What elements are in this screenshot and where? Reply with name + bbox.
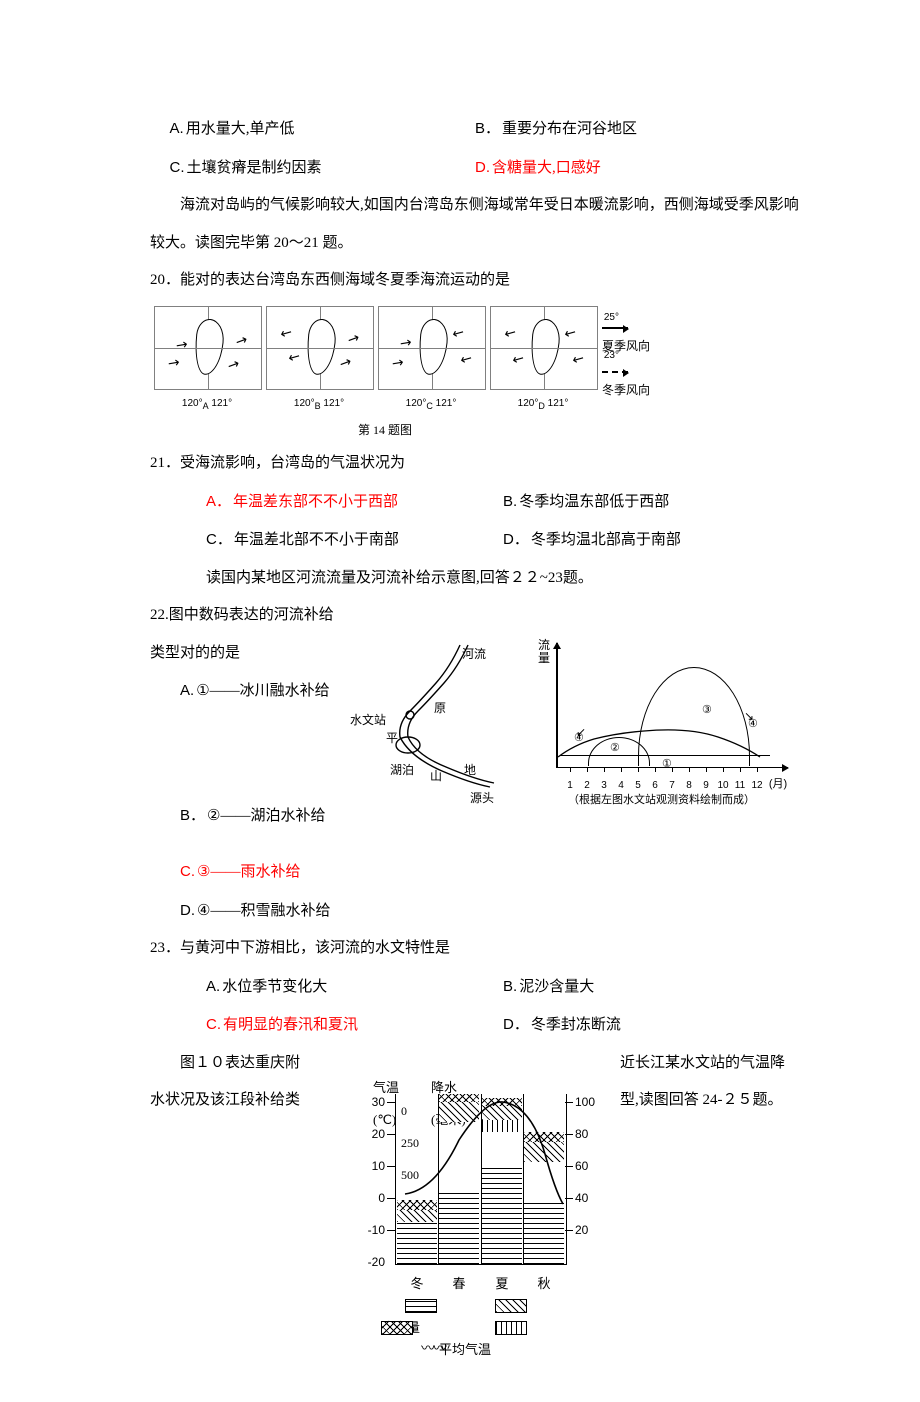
q22-D: D.④——积雪融水补给 [150, 892, 800, 931]
flow-chart: 流量 1 2 3 4 5 6 7 8 9 10 11 12 (月) ① ② ③ … [538, 637, 798, 797]
q23-C: C.有明显的春汛和夏汛 [150, 1006, 503, 1045]
q23-stem: 23．与黄河中下游相比，该河流的水文特性是 [150, 930, 800, 968]
q23-D: D．冬季封冻断流 [503, 1006, 800, 1045]
q19-D: D.含糖量大,口感好 [475, 149, 800, 188]
q19-row2: C.土壤贫瘠是制约因素 D.含糖量大,口感好 [150, 149, 800, 188]
q20-stem: 20．能对的表达台湾岛东西侧海域冬夏季海流运动的是 [150, 262, 800, 300]
q19-B-text: 重要分布在河谷地区 [502, 121, 637, 137]
q21-C: C．年温差北部不不小于南部 [150, 521, 503, 560]
q23-A: A.水位季节变化大 [150, 968, 503, 1007]
climate-chart: 气温(℃) 降水(毫米) 30 20 10 0 -10 -20 0 250 50… [325, 1072, 625, 1362]
intro20: 海流对岛屿的气候影响较大,如国内台湾岛东侧海域常年受日本暖流影响，西侧海域受季风… [150, 187, 800, 262]
river-sketch: 河流 水文站 原 平 湖泊 山 地 源头 [350, 637, 520, 797]
q23-B: B.泥沙含量大 [503, 968, 800, 1007]
q19-A-text: 用水量大,单产低 [186, 121, 295, 137]
q19-A: A.用水量大,单产低 [150, 110, 475, 149]
q19-C: C.土壤贫瘠是制约因素 [150, 149, 475, 188]
q21-D: D．冬季均温北部高于南部 [503, 521, 800, 560]
page: A.用水量大,单产低 B．重要分布在河谷地区 C.土壤贫瘠是制约因素 D.含糖量… [0, 0, 920, 1402]
tw-panel-C: 25° 23° ↗ ↗ ↗ ↗ 120°C 121° [378, 306, 484, 418]
q22-stem-l1: 22.图中数码表达的河流补给 [150, 597, 800, 635]
q19-row1: A.用水量大,单产低 B．重要分布在河谷地区 [150, 110, 800, 149]
q21-A: A．年温差东部不不小于西部 [150, 483, 503, 522]
tw-panel-D: 25° 23° ↗ ↗ ↗ ↗ 120°D 121° [490, 306, 596, 418]
q21-B: B.冬季均温东部低于西部 [503, 483, 800, 522]
q22-C: C.③——雨水补给 [150, 853, 800, 892]
tw-caption: 第 14 题图 [0, 415, 800, 445]
q23-row2: C.有明显的春汛和夏汛 D．冬季封冻断流 [150, 1006, 800, 1045]
q21-row1: A．年温差东部不不小于西部 B.冬季均温东部低于西部 [150, 483, 800, 522]
q21-stem: 21．受海流影响，台湾岛的气温状况为 [150, 445, 800, 483]
q23-row1: A.水位季节变化大 B.泥沙含量大 [150, 968, 800, 1007]
flow-note: （根据左图水文站观测资料绘制而成） [568, 787, 755, 815]
q22-figure: 河流 水文站 原 平 湖泊 山 地 源头 流量 1 2 3 4 5 6 7 8 … [350, 637, 800, 797]
taiwan-figure: 25° 23° ↗ ↗ ↗ ↗ 120°A 121° 25° 23° ↗ ↗ ↗… [154, 306, 800, 418]
q19-B: B．重要分布在河谷地区 [475, 110, 800, 149]
tw-panel-A: 25° 23° ↗ ↗ ↗ ↗ 120°A 121° [154, 306, 260, 418]
q19-D-text: 含糖量大,口感好 [492, 160, 601, 176]
q21-row2: C．年温差北部不不小于南部 D．冬季均温北部高于南部 [150, 521, 800, 560]
intro22: 读国内某地区河流流量及河流补给示意图,回答２２~23题。 [150, 560, 800, 598]
q19-C-text: 土壤贫瘠是制约因素 [187, 160, 322, 176]
tw-panel-B: 25° 23° ↗ ↗ ↗ ↗ 120°B 121° [266, 306, 372, 418]
